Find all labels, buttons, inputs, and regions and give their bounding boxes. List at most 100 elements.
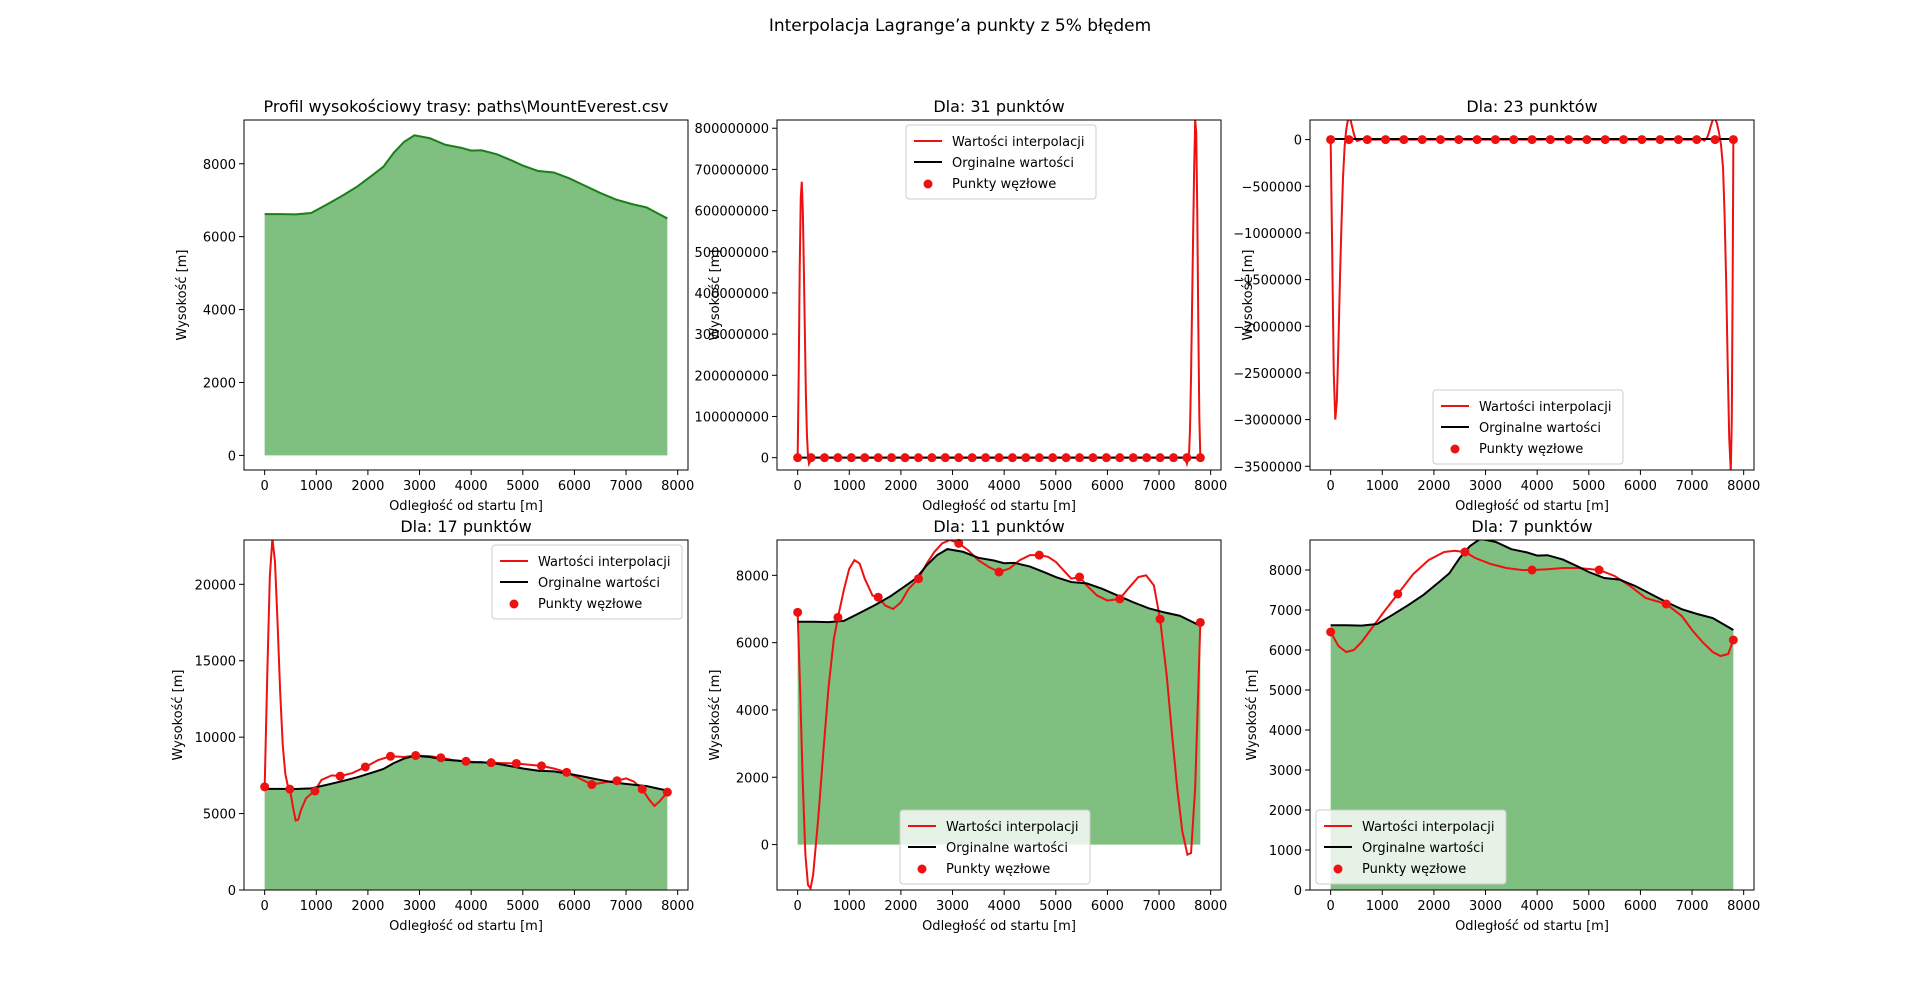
node-point <box>1088 453 1097 462</box>
node-point <box>587 780 596 789</box>
legend-interp-label: Wartości interpolacji <box>946 820 1079 835</box>
x-tick-label: 2000 <box>1417 479 1450 494</box>
y-axis-label: Wysokość [m] <box>708 250 723 341</box>
node-point <box>995 453 1004 462</box>
y-tick-label: 10000 <box>195 731 236 746</box>
node-point <box>1008 453 1017 462</box>
x-tick-label: 7000 <box>1142 479 1175 494</box>
x-tick-label: 4000 <box>1521 899 1554 914</box>
node-point <box>874 453 883 462</box>
y-tick-label: 20000 <box>195 578 236 593</box>
node-point <box>1102 453 1111 462</box>
y-tick-label: 0 <box>761 839 769 854</box>
profile-fill-area <box>265 756 668 890</box>
node-point <box>927 453 936 462</box>
x-tick-label: 3000 <box>403 899 436 914</box>
y-tick-label: 4000 <box>736 704 769 719</box>
x-tick-label: 1000 <box>1366 899 1399 914</box>
y-axis-label: Wysokość [m] <box>708 670 723 761</box>
y-tick-label: 0 <box>228 884 236 899</box>
y-tick-label: 0 <box>1294 884 1302 899</box>
node-point <box>1729 636 1738 645</box>
node-point <box>1418 135 1427 144</box>
x-tick-label: 8000 <box>661 899 694 914</box>
node-point <box>537 761 546 770</box>
node-point <box>310 786 319 795</box>
legend-nodes-dot-swatch <box>510 600 519 609</box>
node-point <box>1454 135 1463 144</box>
node-point <box>1637 135 1646 144</box>
y-tick-label: 700000000 <box>695 163 769 178</box>
y-tick-label: 0 <box>228 449 236 464</box>
x-tick-label: 3000 <box>936 899 969 914</box>
node-point <box>1662 600 1671 609</box>
y-tick-label: 2000 <box>203 377 236 392</box>
node-point <box>1692 135 1701 144</box>
y-tick-label: 3000 <box>1269 764 1302 779</box>
node-point <box>1196 453 1205 462</box>
x-tick-label: 7000 <box>1675 479 1708 494</box>
node-point <box>1491 135 1500 144</box>
legend: Wartości interpolacji Orginalne wartości P… <box>492 545 682 619</box>
y-tick-label: 5000 <box>203 808 236 823</box>
legend-interp-label: Wartości interpolacji <box>952 135 1085 150</box>
node-point <box>914 574 923 583</box>
x-tick-label: 5000 <box>506 899 539 914</box>
node-point <box>793 453 802 462</box>
legend-nodes-label: Punkty węzłowe <box>946 862 1050 877</box>
y-tick-label: 8000 <box>736 569 769 584</box>
x-tick-label: 2000 <box>1417 899 1450 914</box>
legend-interp-label: Wartości interpolacji <box>538 555 671 570</box>
x-tick-label: 6000 <box>1624 479 1657 494</box>
figure-title: Interpolacja Lagrange’a punkty z 5% błęd… <box>0 16 1920 36</box>
node-point <box>462 757 471 766</box>
x-tick-label: 6000 <box>558 899 591 914</box>
legend-orig-label: Orginalne wartości <box>1479 421 1601 436</box>
x-tick-label: 4000 <box>455 479 488 494</box>
x-tick-label: 4000 <box>455 899 488 914</box>
legend-interp-label: Wartości interpolacji <box>1479 400 1612 415</box>
legend-nodes-label: Punkty węzłowe <box>952 177 1056 192</box>
x-tick-label: 1000 <box>300 479 333 494</box>
x-tick-label: 1000 <box>300 899 333 914</box>
node-point <box>1601 135 1610 144</box>
x-tick-label: 1000 <box>833 899 866 914</box>
node-point <box>336 772 345 781</box>
y-tick-label: −2500000 <box>1233 367 1302 382</box>
x-axis-label: Odległość od startu [m] <box>389 919 543 934</box>
node-point <box>1674 135 1683 144</box>
y-tick-label: −3500000 <box>1233 460 1302 475</box>
node-point <box>1142 453 1151 462</box>
node-point <box>562 768 571 777</box>
node-point <box>663 788 672 797</box>
node-point <box>1048 453 1057 462</box>
x-tick-label: 6000 <box>558 479 591 494</box>
x-tick-label: 1000 <box>1366 479 1399 494</box>
legend-orig-label: Orginalne wartości <box>946 841 1068 856</box>
x-tick-label: 6000 <box>1624 899 1657 914</box>
node-point <box>1182 453 1191 462</box>
node-point <box>1075 573 1084 582</box>
legend-nodes-dot-swatch <box>924 180 933 189</box>
node-point <box>833 453 842 462</box>
node-point <box>1169 453 1178 462</box>
legend-nodes-label: Punkty węzłowe <box>538 597 642 612</box>
profile-fill-area <box>265 135 668 455</box>
y-tick-label: 6000 <box>203 231 236 246</box>
y-axis-label: Wysokość [m] <box>1245 670 1260 761</box>
legend-orig-label: Orginalne wartości <box>538 576 660 591</box>
legend-nodes-label: Punkty węzłowe <box>1362 862 1466 877</box>
node-point <box>386 752 395 761</box>
y-tick-label: 0 <box>761 452 769 467</box>
x-tick-label: 4000 <box>988 479 1021 494</box>
x-tick-label: 8000 <box>1194 899 1227 914</box>
node-point <box>1528 135 1537 144</box>
legend-nodes-label: Punkty węzłowe <box>1479 442 1583 457</box>
y-axis-label: Wysokość [m] <box>171 670 186 761</box>
node-point <box>887 453 896 462</box>
node-point <box>1196 618 1205 627</box>
x-tick-label: 2000 <box>351 479 384 494</box>
